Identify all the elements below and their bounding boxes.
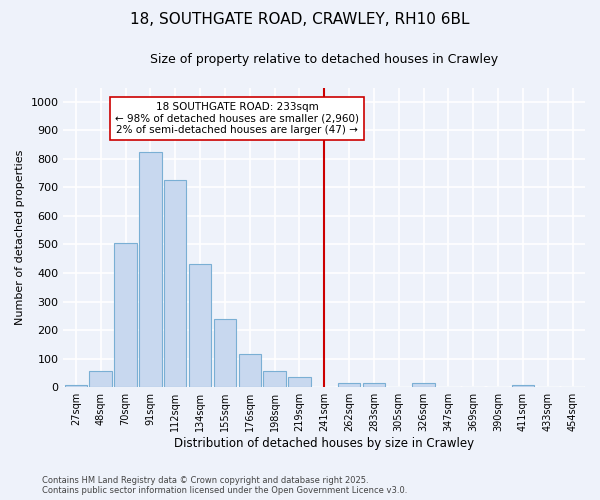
Bar: [189, 264, 211, 387]
Bar: [239, 354, 261, 387]
Text: 18, SOUTHGATE ROAD, CRAWLEY, RH10 6BL: 18, SOUTHGATE ROAD, CRAWLEY, RH10 6BL: [130, 12, 470, 28]
Bar: [512, 385, 534, 387]
Bar: [214, 318, 236, 387]
Bar: [139, 152, 161, 387]
Bar: [65, 385, 87, 387]
Bar: [263, 371, 286, 387]
Bar: [363, 384, 385, 387]
Bar: [115, 243, 137, 387]
Text: Contains HM Land Registry data © Crown copyright and database right 2025.
Contai: Contains HM Land Registry data © Crown c…: [42, 476, 407, 495]
Title: Size of property relative to detached houses in Crawley: Size of property relative to detached ho…: [150, 52, 498, 66]
Text: 18 SOUTHGATE ROAD: 233sqm
← 98% of detached houses are smaller (2,960)
2% of sem: 18 SOUTHGATE ROAD: 233sqm ← 98% of detac…: [115, 102, 359, 135]
Bar: [412, 384, 435, 387]
Y-axis label: Number of detached properties: Number of detached properties: [15, 150, 25, 325]
Bar: [89, 371, 112, 387]
Bar: [338, 384, 360, 387]
Bar: [288, 377, 311, 387]
X-axis label: Distribution of detached houses by size in Crawley: Distribution of detached houses by size …: [174, 437, 474, 450]
Bar: [164, 180, 187, 387]
